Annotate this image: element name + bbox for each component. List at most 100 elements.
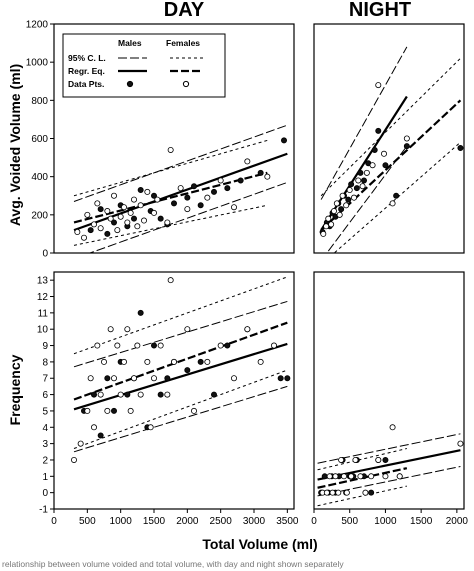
series-layer [319, 46, 464, 253]
females-data-point [369, 162, 376, 169]
males-data-point [357, 169, 364, 176]
males-data-point [375, 127, 382, 134]
y-tick-label: 0 [42, 249, 48, 260]
females-data-point [244, 326, 251, 333]
females-data-point [117, 391, 124, 398]
males-data-point [393, 192, 400, 199]
males-data-point [348, 181, 355, 188]
males-data-point [353, 185, 360, 192]
legend-box [62, 33, 226, 98]
females-data-point [363, 169, 370, 176]
females-data-point [389, 200, 396, 207]
plot-day-volume: 0 200 400 600 800 1000 1200 [26, 20, 295, 260]
y-tick-label: 200 [31, 210, 48, 221]
females-data-point [343, 202, 350, 209]
males-data-point [157, 391, 164, 398]
males-data-point [224, 185, 231, 192]
males-data-point [104, 375, 111, 382]
y-tick-label: 8 [42, 357, 48, 368]
y-tick-label: 5 [42, 406, 48, 417]
females-data-point [117, 213, 124, 220]
females-data-point [396, 473, 403, 480]
females-data-point [94, 342, 101, 349]
females-data-point [87, 375, 94, 382]
males-data-point [130, 215, 137, 222]
males-data-point [368, 489, 375, 496]
females-ci-line [317, 485, 407, 507]
females-regression-line [73, 171, 268, 224]
males-data-point [457, 145, 464, 152]
series-layer [317, 424, 464, 507]
legend-header-females: Females [166, 38, 200, 48]
females-data-point [323, 223, 330, 230]
plot-frame [53, 271, 295, 510]
females-data-point [348, 473, 355, 480]
females-data-point [104, 407, 111, 414]
females-data-point [329, 489, 336, 496]
col-title-day: DAY [164, 0, 205, 21]
females-data-point [124, 326, 131, 333]
x-tick-label: 2000 [446, 516, 469, 527]
males-data-point [97, 206, 104, 213]
legend-row-regression: Regr. Eq. [68, 66, 105, 76]
females-data-point [137, 202, 144, 209]
females-data-point [157, 342, 164, 349]
females-data-point [184, 206, 191, 213]
females-regression-line [73, 321, 288, 401]
females-data-point [359, 183, 366, 190]
females-data-point [257, 358, 264, 365]
males-data-point [371, 146, 378, 153]
females-data-point [382, 473, 389, 480]
females-data-point [204, 358, 211, 365]
females-data-point [81, 234, 88, 241]
females-data-point [127, 407, 134, 414]
females-data-point [130, 196, 137, 203]
males-regression-line [320, 95, 408, 231]
females-data-point [368, 473, 375, 480]
females-data-point [91, 424, 98, 431]
y-tick-label: 4 [42, 423, 48, 434]
males-data-point [170, 200, 177, 207]
y-tick-label: 7 [42, 374, 48, 385]
plot-frame [313, 23, 465, 254]
plot-night-frequency: 0 500 1000 1500 2000 [311, 271, 469, 527]
males-data-point [137, 309, 144, 316]
males-data-point [111, 407, 118, 414]
females-data-point [74, 229, 81, 236]
xlabel-total-volume: Total Volume (ml) [202, 536, 317, 552]
legend-row-ci: 95% C. L. [68, 53, 106, 63]
females-data-point [230, 375, 237, 382]
females-data-point [177, 185, 184, 192]
females-data-point [84, 407, 91, 414]
y-tick-label: 1 [42, 472, 48, 483]
y-tick-label: 800 [31, 96, 48, 107]
y-tick-label: 3 [42, 439, 48, 450]
females-data-point [270, 342, 277, 349]
females-data-point [127, 209, 134, 216]
males-data-point [403, 143, 410, 150]
males-regression-line [73, 342, 288, 411]
y-tick-label: 2 [42, 455, 48, 466]
females-data-point [357, 473, 364, 480]
females-data-point [325, 215, 332, 222]
females-data-point [107, 215, 114, 222]
x-tick-label: 500 [341, 516, 358, 527]
females-data-point [164, 219, 171, 226]
males-data-point [321, 473, 328, 480]
females-data-point [380, 150, 387, 157]
males-data-point [210, 188, 217, 195]
females-data-point [389, 424, 396, 431]
x-tick-label: 1500 [143, 516, 166, 527]
x-tick-label: 2000 [176, 516, 199, 527]
females-data-point [167, 277, 174, 284]
females-data-point [328, 221, 335, 228]
females-data-point [150, 209, 157, 216]
males-data-point [284, 375, 291, 382]
males-data-point [111, 219, 118, 226]
females-data-point [154, 196, 161, 203]
females-data-point [71, 456, 78, 463]
females-data-point [326, 473, 333, 480]
legend-male-point-swatch [126, 80, 134, 88]
